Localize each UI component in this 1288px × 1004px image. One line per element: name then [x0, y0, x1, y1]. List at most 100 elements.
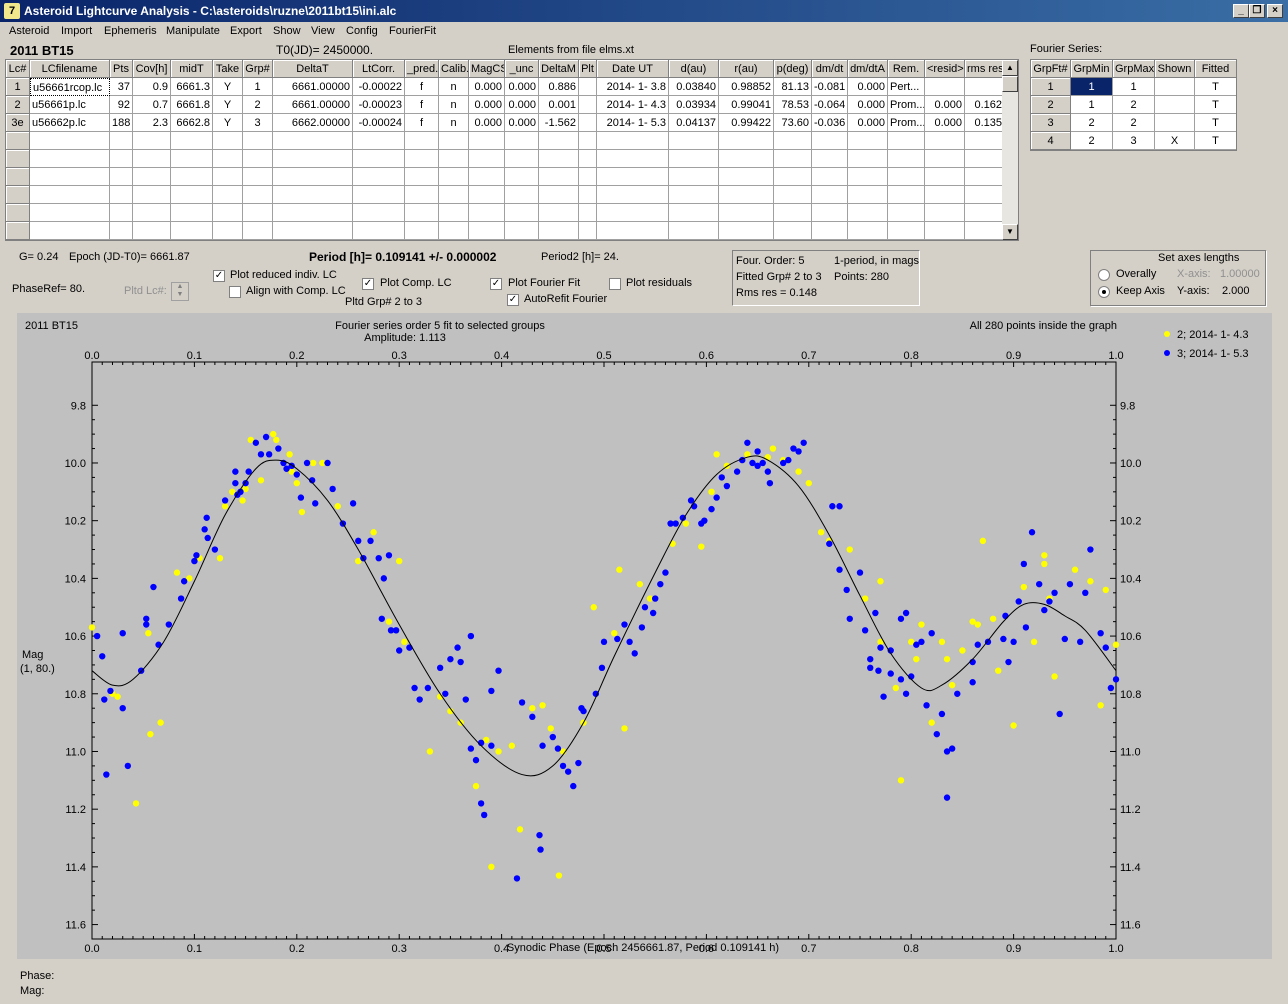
lc-empty-cell[interactable]: [505, 150, 539, 168]
lc-empty-cell[interactable]: [505, 222, 539, 240]
lc-empty-cell[interactable]: [579, 168, 597, 186]
lc-empty-cell[interactable]: [353, 204, 405, 222]
lc-cell[interactable]: [579, 96, 597, 114]
fourier-cell[interactable]: 3: [1113, 132, 1155, 150]
lc-cell[interactable]: 0.000: [925, 96, 965, 114]
lc-cell[interactable]: 1: [243, 78, 273, 96]
lc-cell[interactable]: 0.000: [505, 114, 539, 132]
minimize-icon[interactable]: _: [1233, 4, 1249, 18]
lc-cell[interactable]: 3: [243, 114, 273, 132]
lc-col-header[interactable]: Rem.: [888, 60, 925, 78]
lc-empty-cell[interactable]: [848, 222, 888, 240]
lc-empty-cell[interactable]: [469, 222, 505, 240]
lc-cell[interactable]: 0.000: [505, 78, 539, 96]
lc-empty-cell[interactable]: [848, 150, 888, 168]
lc-cell[interactable]: f: [405, 114, 439, 132]
lc-empty-cell[interactable]: [110, 150, 133, 168]
lc-cell[interactable]: 6661.00000: [273, 78, 353, 96]
lc-empty-cell[interactable]: [888, 150, 925, 168]
lc-empty-cell[interactable]: [273, 204, 353, 222]
lc-cell[interactable]: 0.000: [848, 114, 888, 132]
plot-residuals-checkbox[interactable]: [609, 278, 621, 290]
lc-cell[interactable]: 81.13: [774, 78, 812, 96]
lc-cell[interactable]: 6661.3: [171, 78, 213, 96]
lc-empty-cell[interactable]: [439, 150, 469, 168]
lc-empty-cell[interactable]: [812, 186, 848, 204]
lc-cell[interactable]: n: [439, 114, 469, 132]
lc-cell[interactable]: 0.001: [539, 96, 579, 114]
lc-cell[interactable]: 0.000: [505, 96, 539, 114]
lc-cell[interactable]: 0.03840: [669, 78, 719, 96]
lc-cell[interactable]: -0.00023: [353, 96, 405, 114]
lc-table-scrollbar[interactable]: ▲ ▼: [1002, 60, 1018, 240]
lc-empty-cell[interactable]: [539, 222, 579, 240]
lc-cell[interactable]: f: [405, 78, 439, 96]
lc-cell[interactable]: 0.000: [848, 78, 888, 96]
fourier-cell[interactable]: [1155, 78, 1195, 96]
fourier-cell[interactable]: T: [1195, 96, 1236, 114]
lc-empty-cell[interactable]: [30, 222, 110, 240]
lc-col-header[interactable]: Cov[h]: [133, 60, 171, 78]
lc-empty-cell[interactable]: [353, 132, 405, 150]
lc-empty-cell[interactable]: [439, 204, 469, 222]
lc-cell[interactable]: -0.081: [812, 78, 848, 96]
lc-cell[interactable]: -0.00024: [353, 114, 405, 132]
lc-cell[interactable]: -0.036: [812, 114, 848, 132]
lc-empty-cell[interactable]: [539, 204, 579, 222]
lc-cell[interactable]: 0.03934: [669, 96, 719, 114]
lc-cell[interactable]: 92: [110, 96, 133, 114]
lc-empty-cell[interactable]: [171, 132, 213, 150]
lc-cell[interactable]: -0.064: [812, 96, 848, 114]
lc-empty-cell[interactable]: [888, 204, 925, 222]
lc-empty-cell[interactable]: [273, 168, 353, 186]
fourier-row-header[interactable]: 1: [1031, 78, 1071, 96]
scroll-thumb[interactable]: [1002, 76, 1018, 92]
lc-empty-cell[interactable]: [171, 150, 213, 168]
lc-empty-cell[interactable]: [133, 186, 171, 204]
fourier-col-header[interactable]: Shown: [1155, 60, 1195, 78]
lc-empty-cell[interactable]: [669, 222, 719, 240]
lc-empty-cell[interactable]: [405, 186, 439, 204]
lc-empty-cell[interactable]: [579, 150, 597, 168]
lc-cell[interactable]: 6661.8: [171, 96, 213, 114]
plot-comp-checkbox[interactable]: ✓: [362, 278, 374, 290]
lc-empty-cell[interactable]: [925, 204, 965, 222]
lc-empty-cell[interactable]: [669, 204, 719, 222]
lc-cell[interactable]: u56661p.lc: [30, 96, 110, 114]
lc-col-header[interactable]: Lc#: [6, 60, 30, 78]
lc-cell[interactable]: -0.00022: [353, 78, 405, 96]
lc-empty-cell[interactable]: [965, 132, 1005, 150]
lc-empty-cell[interactable]: [133, 222, 171, 240]
lc-empty-cell[interactable]: [888, 222, 925, 240]
lc-cell[interactable]: Pert...: [888, 78, 925, 96]
lc-empty-cell[interactable]: [133, 150, 171, 168]
lc-col-header[interactable]: p(deg): [774, 60, 812, 78]
lc-cell[interactable]: 2: [243, 96, 273, 114]
lc-empty-cell[interactable]: [273, 222, 353, 240]
lc-empty-cell[interactable]: [469, 168, 505, 186]
lightcurve-plot[interactable]: 2011 BT15 Fourier series order 5 fit to …: [0, 310, 1288, 960]
lc-row-header[interactable]: [6, 204, 30, 222]
lc-cell[interactable]: [579, 78, 597, 96]
lc-empty-cell[interactable]: [405, 132, 439, 150]
plot-fourier-checkbox[interactable]: ✓: [490, 278, 502, 290]
lc-empty-cell[interactable]: [539, 150, 579, 168]
lc-empty-cell[interactable]: [439, 168, 469, 186]
fourier-cell[interactable]: T: [1195, 114, 1236, 132]
lc-col-header[interactable]: dm/dt: [812, 60, 848, 78]
lc-cell[interactable]: 2014- 1- 5.3: [597, 114, 669, 132]
lc-cell[interactable]: u56661rcop.lc: [30, 78, 110, 96]
fourier-table[interactable]: GrpFt# GrpMin GrpMax Shown Fitted 1 1 1 T 2 1 2 T 3 2 2…: [1030, 59, 1237, 151]
lc-empty-cell[interactable]: [888, 132, 925, 150]
lc-empty-cell[interactable]: [579, 186, 597, 204]
lc-empty-cell[interactable]: [888, 186, 925, 204]
lc-empty-cell[interactable]: [925, 150, 965, 168]
lc-col-header[interactable]: _unc: [505, 60, 539, 78]
lc-empty-cell[interactable]: [925, 168, 965, 186]
lc-cell[interactable]: 0.7: [133, 96, 171, 114]
lc-col-header[interactable]: dm/dtA: [848, 60, 888, 78]
lc-col-header[interactable]: _pred.: [405, 60, 439, 78]
lc-empty-cell[interactable]: [505, 204, 539, 222]
menu-ephemeris[interactable]: Ephemeris: [104, 25, 157, 37]
lc-empty-cell[interactable]: [213, 168, 243, 186]
